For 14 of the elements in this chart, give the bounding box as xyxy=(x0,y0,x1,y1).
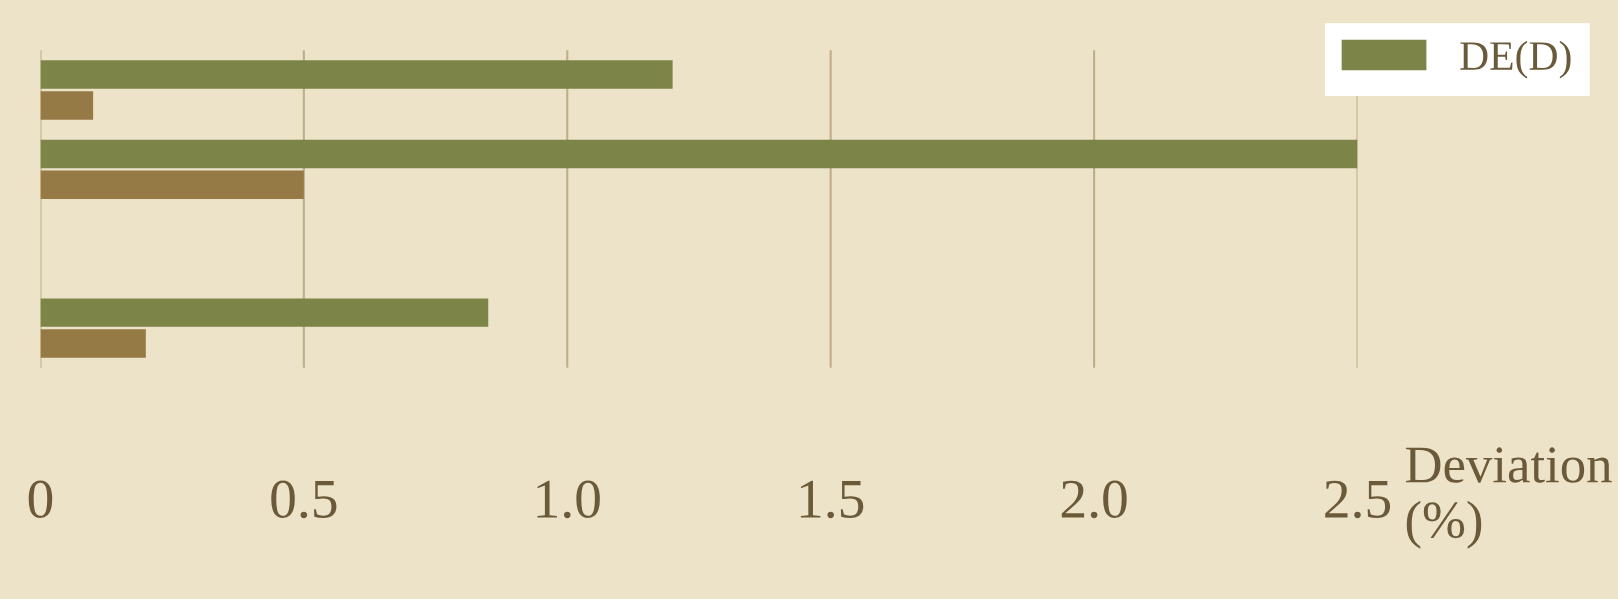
bar xyxy=(40,139,1358,169)
x-tick-label: 2.0 xyxy=(1061,480,1127,519)
x-tick-label: 0 xyxy=(28,480,53,518)
legend-label: DE(D) xyxy=(1460,40,1571,79)
bar xyxy=(40,329,146,358)
bar xyxy=(40,170,304,200)
bar xyxy=(40,60,673,89)
x-tick-label: 2.5 xyxy=(1325,480,1391,519)
bar xyxy=(40,91,94,120)
bar xyxy=(40,298,489,327)
x-tick-label: 1.5 xyxy=(800,480,864,519)
x-axis-title: Deviation (%) xyxy=(1405,447,1612,549)
x-tick-label: 1.0 xyxy=(537,480,600,519)
x-tick-label: 0.5 xyxy=(271,480,337,519)
